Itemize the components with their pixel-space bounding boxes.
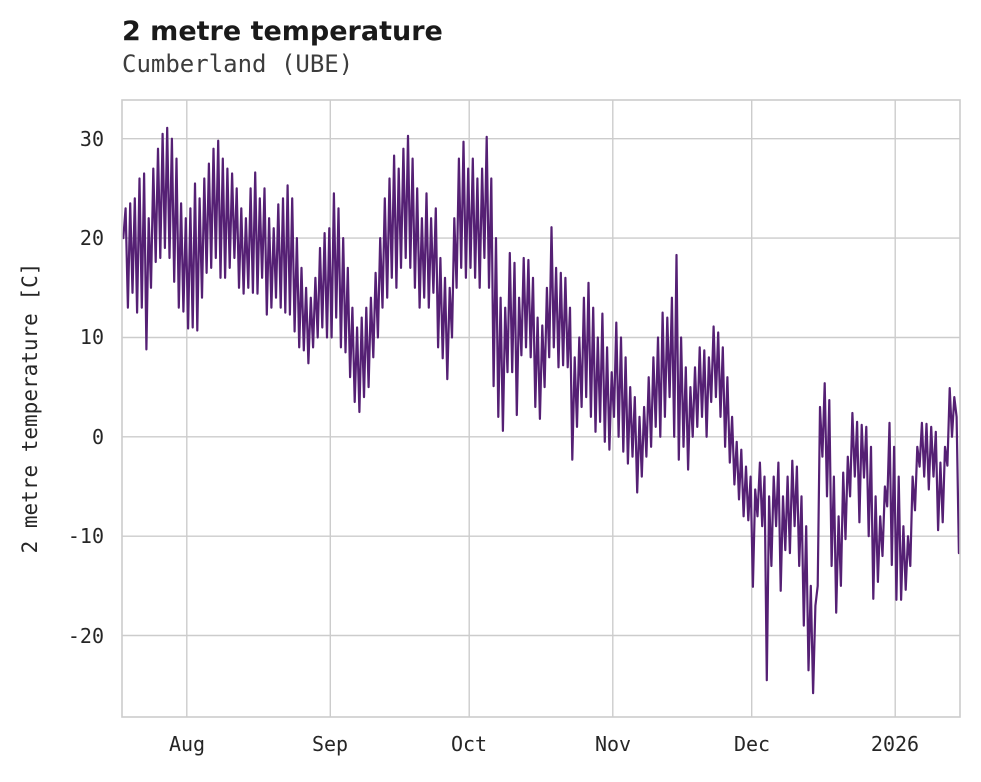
y-tick-label: 10 (79, 325, 104, 349)
x-tick-label: Dec (733, 732, 771, 756)
chart-subtitle: Cumberland (UBE) (122, 50, 354, 78)
plot-frame (121, 99, 961, 718)
chart-title: 2 metre temperature (122, 16, 443, 47)
x-tick-label: Nov (594, 732, 632, 756)
y-tick-label: 30 (79, 127, 104, 151)
x-tick-label: 2026 (870, 732, 920, 756)
x-tick-label: Sep (311, 732, 349, 756)
x-tick-label: Aug (168, 732, 206, 756)
x-tick-label: Oct (450, 732, 488, 756)
y-tick-label: 0 (91, 425, 104, 449)
temperature-line (122, 126, 961, 695)
y-tick-label: -20 (67, 624, 104, 648)
y-tick-label: 20 (79, 226, 104, 250)
y-tick-label: -10 (67, 524, 104, 548)
